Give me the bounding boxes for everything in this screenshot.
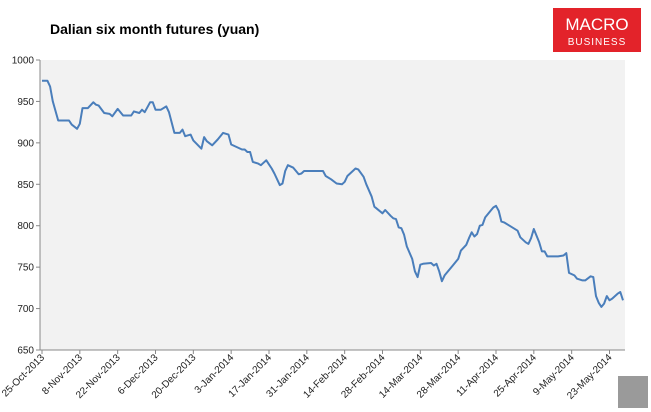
y-tick-label: 1000 [12, 56, 35, 67]
y-tick-label: 800 [17, 221, 34, 232]
logo: MACRO BUSINESS [553, 8, 641, 52]
y-tick-label: 650 [17, 346, 34, 357]
logo-text: BUSINESS [568, 37, 627, 48]
y-tick-label: 850 [17, 180, 34, 191]
chart-title: Dalian six month futures (yuan) [50, 21, 259, 37]
y-tick-label: 750 [17, 263, 34, 274]
y-tick-label: 700 [17, 304, 34, 315]
data-line [42, 79, 624, 308]
plot-area [40, 60, 625, 350]
logo-text: MACRO [565, 15, 628, 34]
x-tick-label: 25-Oct-2013 [0, 352, 47, 399]
wolf-icon [618, 376, 648, 408]
logo-box [553, 8, 641, 52]
y-tick-label: 900 [17, 138, 34, 149]
y-tick-label: 950 [17, 97, 34, 108]
